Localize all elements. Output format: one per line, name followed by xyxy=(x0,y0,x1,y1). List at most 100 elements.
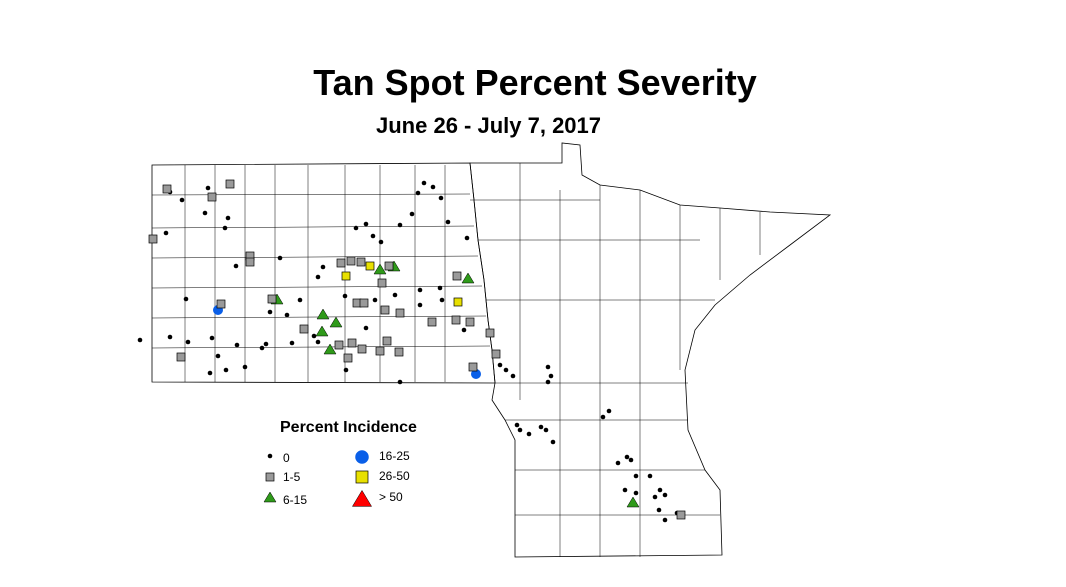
observation-marker xyxy=(503,367,509,373)
observation-marker xyxy=(216,299,226,309)
legend-square-yellow-icon xyxy=(355,470,369,484)
observation-marker xyxy=(676,510,686,520)
county-line xyxy=(151,255,479,259)
observation-marker xyxy=(468,362,478,372)
observation-marker xyxy=(263,341,269,347)
observation-markers xyxy=(137,179,686,523)
observation-marker xyxy=(464,235,470,241)
observation-marker xyxy=(485,328,495,338)
observation-marker xyxy=(378,239,384,245)
observation-marker xyxy=(606,408,612,414)
observation-marker xyxy=(471,369,481,379)
observation-marker xyxy=(365,261,375,271)
observation-marker xyxy=(234,342,240,348)
observation-marker xyxy=(137,337,143,343)
legend-symbols xyxy=(263,450,373,507)
observation-marker xyxy=(615,460,621,466)
observation-marker xyxy=(205,185,211,191)
observation-marker xyxy=(510,373,516,379)
observation-marker xyxy=(183,296,189,302)
observation-marker xyxy=(415,190,421,196)
observation-marker xyxy=(543,427,549,433)
observation-marker xyxy=(662,517,668,523)
observation-marker xyxy=(259,345,265,351)
county-line xyxy=(151,193,471,196)
observation-marker xyxy=(452,271,462,281)
observation-marker xyxy=(363,221,369,227)
observation-marker xyxy=(342,293,348,299)
county-line xyxy=(151,225,475,229)
observation-marker xyxy=(397,379,403,385)
observation-marker xyxy=(514,422,520,428)
observation-marker xyxy=(225,215,231,221)
observation-marker xyxy=(517,427,523,433)
observation-marker xyxy=(341,271,351,281)
observation-marker xyxy=(320,264,326,270)
observation-marker xyxy=(548,373,554,379)
map-subtitle: June 26 - July 7, 2017 xyxy=(376,113,602,138)
observation-marker xyxy=(343,367,349,373)
observation-marker xyxy=(357,344,367,354)
observation-marker xyxy=(451,315,461,325)
observation-marker xyxy=(148,234,158,244)
observation-marker xyxy=(284,312,290,318)
observation-marker xyxy=(662,492,668,498)
observation-marker xyxy=(409,211,415,217)
observation-marker xyxy=(223,367,229,373)
observation-marker xyxy=(461,272,475,284)
observation-marker xyxy=(445,219,451,225)
observation-marker xyxy=(356,257,366,267)
observation-marker xyxy=(299,324,309,334)
observation-marker xyxy=(465,317,475,327)
observation-marker xyxy=(315,274,321,280)
observation-marker xyxy=(242,364,248,370)
legend-title: Percent Incidence xyxy=(280,419,417,436)
observation-marker xyxy=(427,317,437,327)
observation-marker xyxy=(207,370,213,376)
observation-marker xyxy=(628,457,634,463)
observation-marker xyxy=(437,285,443,291)
observation-marker xyxy=(316,308,330,320)
observation-marker xyxy=(363,325,369,331)
observation-marker xyxy=(657,487,663,493)
county-lines xyxy=(151,163,761,557)
observation-marker xyxy=(417,287,423,293)
observation-marker xyxy=(346,256,356,266)
observation-marker xyxy=(382,336,392,346)
observation-marker xyxy=(430,184,436,190)
observation-marker xyxy=(633,473,639,479)
map-title: Tan Spot Percent Severity xyxy=(313,62,757,103)
observation-marker xyxy=(267,294,277,304)
legend-label-6-15: 6-15 xyxy=(283,493,308,507)
observation-marker xyxy=(600,414,606,420)
observation-marker xyxy=(163,230,169,236)
legend-dot-icon xyxy=(267,453,273,459)
observation-marker xyxy=(311,333,317,339)
legend-triangle-red-icon xyxy=(351,489,373,507)
observation-marker xyxy=(647,473,653,479)
observation-marker xyxy=(353,225,359,231)
observation-marker xyxy=(461,327,467,333)
observation-marker xyxy=(652,494,658,500)
observation-marker xyxy=(334,340,344,350)
observation-marker xyxy=(222,225,228,231)
observation-marker xyxy=(233,263,239,269)
observation-marker xyxy=(277,255,283,261)
observation-marker xyxy=(329,316,343,328)
observation-marker xyxy=(209,335,215,341)
legend-label-1-5: 1-5 xyxy=(283,470,301,484)
observation-marker xyxy=(526,431,532,437)
county-line xyxy=(151,345,491,349)
observation-marker xyxy=(439,297,445,303)
observation-marker xyxy=(550,439,556,445)
observation-marker xyxy=(375,346,385,356)
observation-marker xyxy=(497,362,503,368)
observation-marker xyxy=(622,487,628,493)
observation-marker xyxy=(267,309,273,315)
observation-marker xyxy=(323,343,337,355)
observation-marker xyxy=(179,197,185,203)
observation-marker xyxy=(336,258,346,268)
observation-marker xyxy=(633,490,639,496)
observation-marker xyxy=(315,339,321,345)
